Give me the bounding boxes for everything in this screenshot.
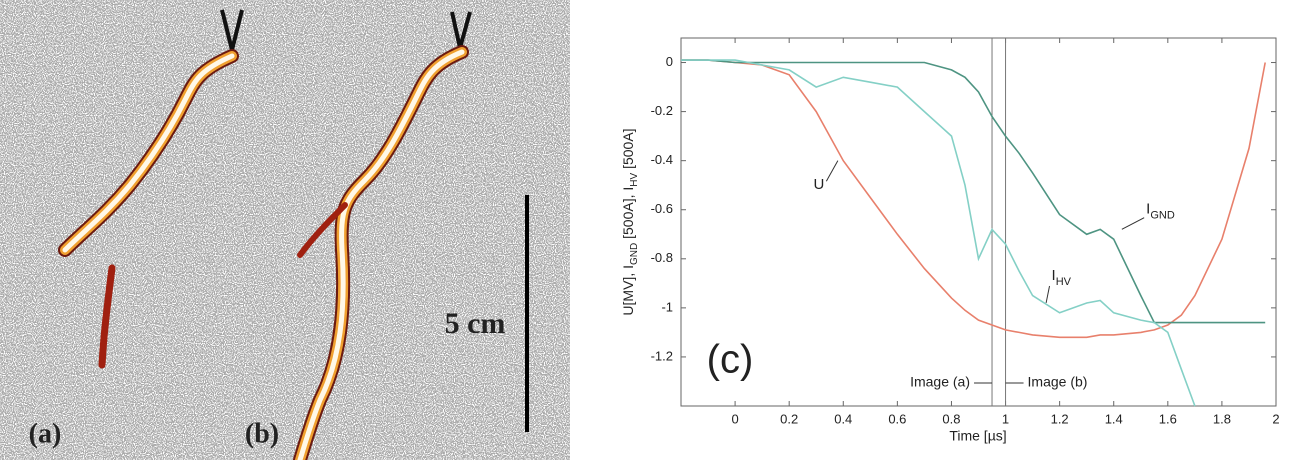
label-subscript: GND xyxy=(629,243,640,265)
y-tick-label: -0.2 xyxy=(651,103,673,118)
annotation: U xyxy=(813,176,824,193)
x-tick-label: 1.8 xyxy=(1213,411,1231,426)
annotation-arrow xyxy=(825,160,839,182)
label-text: U[MV], I xyxy=(620,265,636,316)
x-tick-label: 0 xyxy=(731,411,738,426)
annotation-subscript: HV xyxy=(1056,276,1072,288)
annotation-arrow xyxy=(1121,217,1145,230)
marker-label: Image (b) xyxy=(1028,374,1088,390)
x-tick-label: 2 xyxy=(1272,411,1279,426)
scale-label: 5 cm xyxy=(445,307,506,340)
label-text: [500A] xyxy=(620,128,636,172)
y-tick-label: -0.6 xyxy=(651,201,673,216)
x-axis-label: Time [µs] xyxy=(949,428,1006,444)
y-axis-label: U[MV], IGND [500A], IHV [500A] xyxy=(620,128,640,315)
x-tick-label: 0.6 xyxy=(888,411,906,426)
series-line xyxy=(681,59,1196,407)
annotation: IGND xyxy=(1146,201,1175,222)
y-tick-label: -1.2 xyxy=(651,348,673,363)
x-tick-label: 1.6 xyxy=(1159,411,1177,426)
annotation-text: U xyxy=(813,176,824,193)
x-tick-label: 1.4 xyxy=(1105,411,1123,426)
photos xyxy=(0,0,570,460)
annotation-subscript: GND xyxy=(1150,210,1175,222)
panel-label: (b) xyxy=(245,418,279,449)
annotation-arrow xyxy=(1045,285,1051,304)
x-tick-label: 0.2 xyxy=(780,411,798,426)
label-subscript: HV xyxy=(629,172,640,186)
series-line xyxy=(681,59,1266,339)
plot-frame xyxy=(680,37,1277,407)
annotation-text: I xyxy=(1052,267,1056,284)
marker-label: Image (a) xyxy=(910,374,970,390)
panel-label: (a) xyxy=(29,418,62,449)
y-tick-label: -0.8 xyxy=(651,250,673,265)
y-tick-label: -1 xyxy=(661,299,673,314)
x-tick-label: 1 xyxy=(1002,411,1009,426)
x-tick-label: 0.8 xyxy=(942,411,960,426)
label-text: [500A], I xyxy=(620,187,636,243)
y-tick-label: 0 xyxy=(666,54,673,69)
y-tick-label: -0.4 xyxy=(651,152,673,167)
x-tick-label: 1.2 xyxy=(1051,411,1069,426)
series-line xyxy=(681,59,1266,324)
annotation-text: I xyxy=(1146,201,1150,218)
panel-label: (c) xyxy=(707,338,754,382)
x-tick-label: 0.4 xyxy=(834,411,852,426)
annotation: IHV xyxy=(1052,267,1072,288)
